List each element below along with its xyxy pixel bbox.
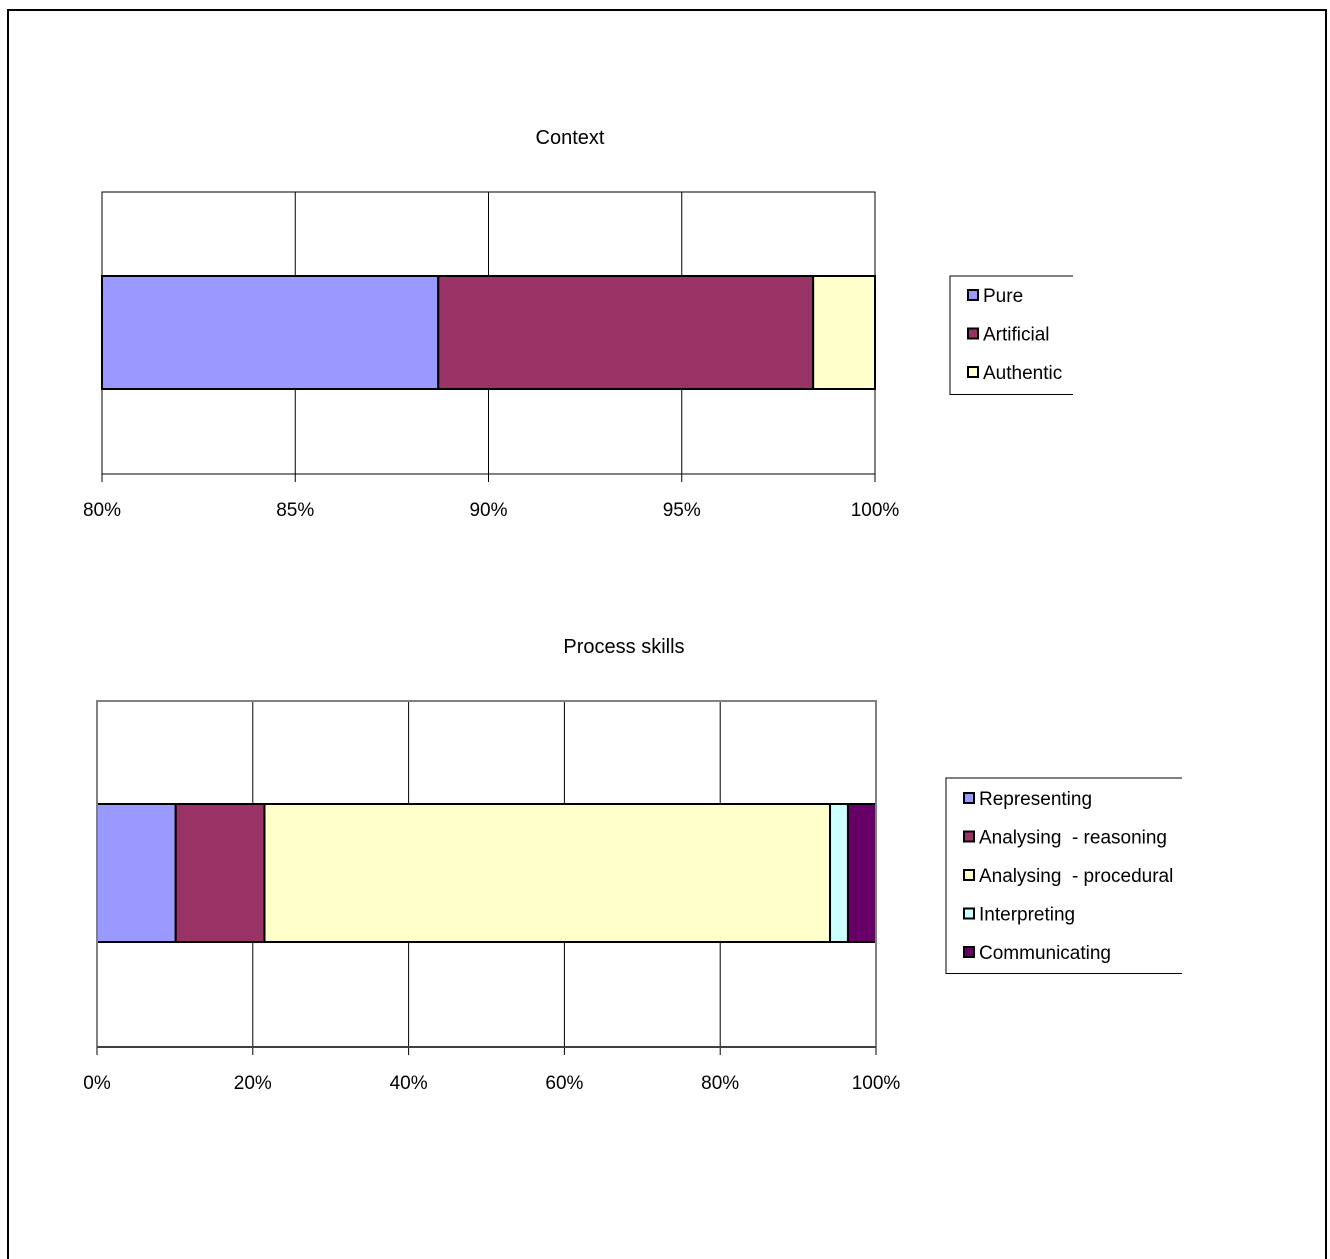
legend-swatch xyxy=(963,830,975,843)
bar-segment-4 xyxy=(846,803,877,943)
legend-label: Interpreting xyxy=(979,905,1075,926)
x-tick-label: 100% xyxy=(852,1073,901,1094)
legend: Pure Artificial Authentic xyxy=(949,275,1073,395)
legend-swatch xyxy=(963,869,975,881)
legend-swatch xyxy=(963,946,975,958)
bar-segment-3 xyxy=(829,803,849,943)
legend-label: Representing xyxy=(979,789,1092,810)
x-tick-label: 95% xyxy=(663,500,701,521)
bar-segment-2 xyxy=(263,803,832,943)
x-tick-label: 0% xyxy=(83,1073,111,1094)
legend-label: Analysing - reasoning xyxy=(979,828,1167,849)
legend-label: Communicating xyxy=(979,943,1111,964)
bar-segment-0 xyxy=(96,803,177,943)
legend: Representing Analysing - reasoning Analysi… xyxy=(945,777,1182,974)
chart-title: Process skills xyxy=(563,636,684,658)
legend-swatch xyxy=(963,907,975,920)
bar-segment-1 xyxy=(174,803,266,943)
legend-label: Analysing - procedural xyxy=(979,866,1173,887)
legend-label: Artificial xyxy=(983,325,1050,346)
x-tick-label: 85% xyxy=(276,500,314,521)
legend-label: Authentic xyxy=(983,363,1062,384)
x-tick-label: 100% xyxy=(851,500,900,521)
bar-segment-2 xyxy=(812,275,876,390)
legend-swatch xyxy=(963,792,975,804)
x-tick-label: 80% xyxy=(83,500,121,521)
legend-border xyxy=(945,777,1182,974)
x-tick-label: 20% xyxy=(234,1073,272,1094)
x-tick-label: 60% xyxy=(545,1073,583,1094)
x-tick-label: 80% xyxy=(701,1073,739,1094)
chart-title: Context xyxy=(536,127,605,149)
legend-label: Pure xyxy=(983,286,1023,307)
x-tick-label: 90% xyxy=(469,500,507,521)
legend-swatch xyxy=(967,366,979,378)
x-tick-label: 40% xyxy=(390,1073,428,1094)
legend-border xyxy=(949,275,1073,395)
bar-segment-0 xyxy=(101,275,440,390)
legend-swatch xyxy=(967,327,979,340)
page-frame xyxy=(7,9,1327,1259)
legend-swatch xyxy=(967,289,979,301)
bar-segment-1 xyxy=(437,275,815,390)
chart-1: Process skills 0% 20% 40% 60% 80% 100% Represen… xyxy=(83,636,1182,1094)
chart-0: Context 80% 85% 90% 95% 100% Pure Artificial Aut… xyxy=(83,127,1073,521)
